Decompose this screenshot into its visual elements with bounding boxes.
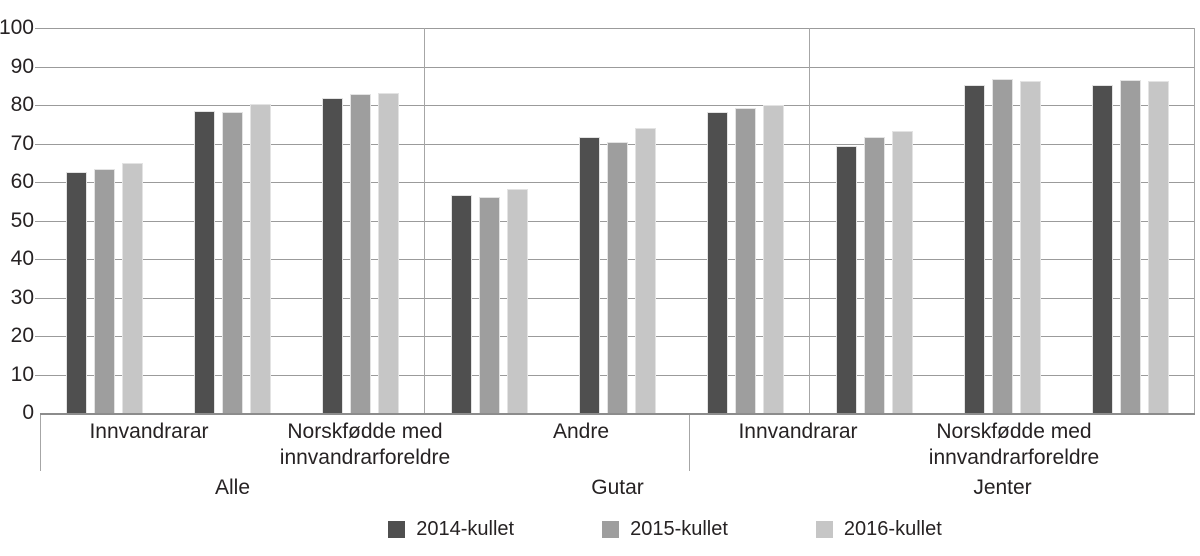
category-label: Innvandrarar (738, 420, 858, 443)
bar-2015-kullet (863, 136, 885, 413)
legend-swatch (815, 520, 833, 538)
category-labels-gutar: Innvandrarar Norskfødde med innvandrarfor… (690, 415, 1200, 471)
plot-area (35, 28, 1195, 415)
y-tick-label: 80 (10, 93, 34, 116)
y-tick-label: 30 (10, 285, 34, 309)
y-axis: 0 10 20 30 40 50 60 70 80 90 100 (0, 0, 34, 430)
bar-cluster (810, 28, 938, 413)
legend-swatch (602, 520, 620, 538)
y-tick-label: 20 (10, 324, 34, 347)
bar-2015-kullet (606, 141, 628, 413)
bar-2014-kullet (193, 111, 215, 413)
bar-cluster (1066, 28, 1194, 413)
bar-2016-kullet (891, 131, 913, 413)
category-label: Andre (552, 420, 610, 443)
legend-item-2016-kullet: 2016-kullet (815, 517, 942, 541)
y-tick-label: 60 (10, 170, 34, 193)
bar-cluster (40, 28, 168, 413)
category-label-row: Innvandrarar Norskfødde med innvandrarfor… (40, 415, 1195, 471)
bar-2015-kullet (478, 197, 500, 413)
category-label: Andre (1122, 415, 1200, 471)
bar-cluster (553, 28, 681, 413)
group-label-gutar: Gutar (591, 476, 644, 499)
group-label-jenter: Jenter (973, 476, 1032, 499)
bar-2015-kullet (221, 112, 243, 413)
category-label-cell: Andre (1122, 415, 1200, 471)
category-label: Innvandrarar (89, 420, 209, 443)
legend-item-2015-kullet: 2015-kullet (602, 518, 728, 541)
bar-group-jenter (810, 28, 1195, 413)
y-tick-label: 50 (10, 208, 34, 232)
bar-2014-kullet (450, 195, 472, 413)
legend-label: 2015-kullet (630, 517, 728, 540)
bar-2014-kullet (1091, 84, 1113, 413)
bar-group-alle (40, 28, 425, 413)
bar-2015-kullet (93, 168, 115, 413)
bar-cluster (168, 28, 296, 413)
bar-groups (40, 28, 1195, 413)
bar-2014-kullet (65, 172, 87, 413)
y-tick-label: 70 (10, 131, 34, 155)
bar-group-gutar (425, 28, 810, 413)
bar-2014-kullet (835, 145, 857, 413)
bar-cluster (425, 28, 553, 413)
category-label-cell: Norskfødde med innvandrarforeldre (257, 415, 473, 471)
group-label-row: Alle Gutar Jenter (40, 472, 1195, 504)
legend-label: 2016-kullet (843, 517, 942, 540)
bar-2016-kullet (377, 92, 399, 413)
bar-2016-kullet (249, 104, 271, 413)
legend-swatch (388, 520, 406, 538)
gridline-100 (35, 28, 1195, 29)
bar-2014-kullet (321, 98, 343, 413)
category-label-cell: Andre (473, 415, 689, 471)
y-tick-label: 40 (10, 247, 34, 270)
category-labels-alle: Innvandrarar Norskfødde med innvandrarfor… (41, 415, 690, 471)
bar-2014-kullet (706, 111, 728, 413)
bar-2016-kullet (121, 162, 143, 413)
bar-2015-kullet (734, 108, 756, 413)
legend: 2014-kullet 2015-kullet 2016-kullet (0, 513, 1200, 545)
bar-cluster (938, 28, 1066, 413)
gridline-80 (35, 105, 1195, 106)
bar-2015-kullet (991, 79, 1013, 413)
bar-2016-kullet (634, 128, 656, 413)
bar-2014-kullet (963, 84, 985, 413)
y-tick-label: 0 (22, 401, 34, 424)
bar-2016-kullet (1147, 81, 1169, 413)
group-label-alle: Alle (214, 476, 251, 499)
bar-2015-kullet (349, 94, 371, 413)
category-label-cell: Innvandrarar (41, 415, 257, 471)
category-label: Norskfødde med innvandrarforeldre (928, 420, 1100, 469)
bar-2015-kullet (1119, 80, 1141, 413)
gridline-90 (35, 66, 1195, 68)
bar-2014-kullet (578, 137, 600, 413)
category-label-cell: Norskfødde med innvandrarforeldre (906, 415, 1122, 471)
y-tick-label: 10 (10, 362, 34, 386)
bar-cluster (296, 28, 424, 413)
category-label-cell: Innvandrarar (690, 415, 906, 471)
legend-item-2014-kullet: 2014-kullet (388, 518, 514, 541)
category-label: Norskfødde med innvandrarforeldre (279, 420, 451, 469)
bar-2016-kullet (762, 104, 784, 413)
y-tick-label: 90 (10, 54, 34, 78)
y-tick-label: 100 (0, 16, 34, 39)
bar-cluster (681, 28, 809, 413)
legend-label: 2014-kullet (416, 517, 515, 540)
bar-2016-kullet (506, 189, 528, 413)
bar-2016-kullet (1019, 81, 1041, 413)
